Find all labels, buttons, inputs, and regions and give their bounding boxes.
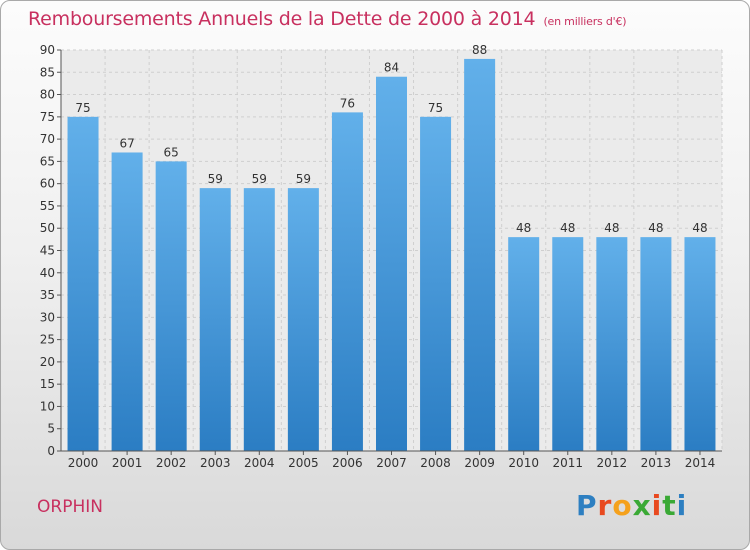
y-tick-label: 60: [40, 177, 55, 191]
data-label: 88: [472, 43, 487, 57]
bar: [508, 237, 540, 451]
y-tick-label: 0: [47, 444, 55, 458]
y-tick-label: 10: [40, 399, 55, 413]
bar: [155, 161, 187, 451]
bar: [640, 237, 672, 451]
x-tick-label: 2011: [552, 456, 583, 470]
x-tick-label: 2008: [420, 456, 451, 470]
bar: [287, 188, 319, 451]
data-label: 48: [648, 221, 663, 235]
data-label: 59: [208, 172, 223, 186]
x-tick-label: 2004: [244, 456, 275, 470]
y-tick-label: 5: [47, 422, 55, 436]
logo-letter: r: [597, 489, 613, 522]
data-label: 59: [252, 172, 267, 186]
x-tick-label: 2003: [200, 456, 231, 470]
bar: [331, 112, 363, 451]
y-tick-label: 55: [40, 199, 55, 213]
y-tick-label: 50: [40, 221, 55, 235]
data-label: 67: [119, 136, 134, 150]
y-tick-label: 80: [40, 88, 55, 102]
bar: [376, 76, 407, 451]
bar: [596, 237, 628, 451]
commune-name: ORPHIN: [37, 497, 103, 517]
chart-title: Remboursements Annuels de la Dette de 20…: [28, 8, 627, 30]
x-tick-label: 2006: [332, 456, 363, 470]
data-label: 48: [560, 221, 575, 235]
y-tick-label: 30: [40, 310, 55, 324]
logo-letter: i: [651, 489, 663, 522]
x-tick-label: 2002: [156, 456, 187, 470]
y-tick-label: 25: [40, 333, 55, 347]
data-label: 48: [604, 221, 619, 235]
bar: [111, 152, 143, 451]
bar: [684, 237, 716, 451]
x-tick-label: 2000: [68, 456, 99, 470]
y-tick-label: 45: [40, 244, 55, 258]
bar: [199, 188, 231, 451]
data-label: 84: [384, 61, 399, 75]
y-tick-label: 90: [40, 43, 55, 57]
unit-label: (en milliers d'€): [543, 15, 627, 28]
bar: [243, 188, 275, 451]
x-tick-label: 2010: [508, 456, 539, 470]
proxiti-logo: Proxiti: [576, 489, 687, 522]
x-tick-label: 2007: [376, 456, 407, 470]
logo-letter: i: [676, 489, 688, 522]
bar: [464, 58, 496, 452]
x-tick-label: 2013: [641, 456, 672, 470]
x-tick-label: 2005: [288, 456, 319, 470]
data-label: 59: [296, 172, 311, 186]
data-label: 48: [516, 221, 531, 235]
x-tick-label: 2001: [112, 456, 143, 470]
logo-letter: x: [632, 489, 652, 522]
logo-letter: t: [662, 489, 677, 522]
title-text: Remboursements Annuels de la Dette de 20…: [28, 8, 536, 30]
y-tick-label: 75: [40, 110, 55, 124]
data-label: 76: [340, 96, 355, 110]
y-tick-label: 35: [40, 288, 55, 302]
data-label: 65: [164, 145, 179, 159]
y-tick-label: 65: [40, 154, 55, 168]
x-tick-label: 2009: [464, 456, 495, 470]
data-label: 75: [428, 101, 443, 115]
bar: [552, 237, 584, 451]
y-tick-label: 85: [40, 65, 55, 79]
bar: [67, 116, 99, 451]
x-tick-label: 2014: [685, 456, 716, 470]
logo-letter: P: [576, 489, 598, 522]
data-label: 75: [75, 101, 90, 115]
bar: [420, 116, 452, 451]
logo-letter: o: [612, 489, 633, 522]
data-label: 48: [692, 221, 707, 235]
x-tick-label: 2012: [597, 456, 628, 470]
y-tick-label: 20: [40, 355, 55, 369]
y-tick-label: 40: [40, 266, 55, 280]
y-tick-label: 70: [40, 132, 55, 146]
y-tick-label: 15: [40, 377, 55, 391]
